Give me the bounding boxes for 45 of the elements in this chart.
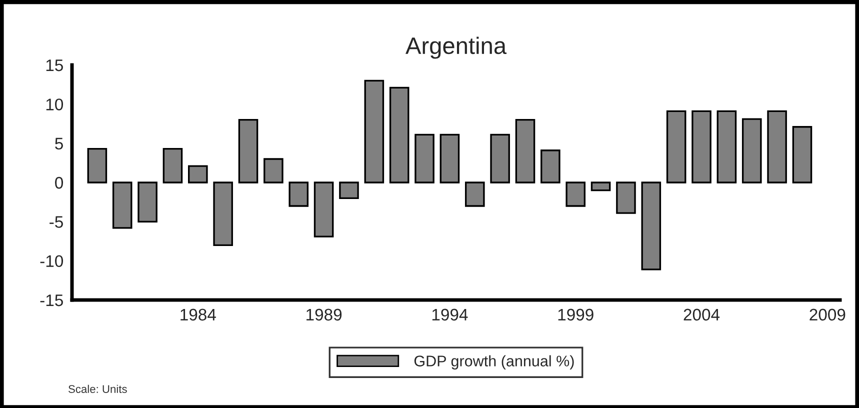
bar (515, 119, 536, 184)
bar (692, 110, 712, 184)
bar (742, 118, 762, 184)
bar (540, 150, 560, 184)
x-tick-label: 2009 (810, 308, 846, 321)
y-tick-label: -5 (50, 216, 63, 228)
bar (490, 134, 510, 184)
y-tick-label: 10 (46, 98, 64, 110)
chart-title: Argentina (406, 36, 507, 59)
bar (162, 148, 183, 184)
x-tick-label: 2004 (684, 308, 720, 321)
x-tick-label: 1989 (306, 308, 342, 321)
bar (414, 134, 434, 184)
y-tick-label: -10 (40, 255, 64, 268)
x-tick-label: 1984 (180, 308, 216, 321)
y-tick-label: 0 (55, 176, 64, 189)
bar (666, 110, 686, 184)
bar (389, 86, 410, 184)
bar (339, 182, 359, 199)
bar (590, 182, 611, 192)
bar (87, 148, 108, 184)
x-tick-label: 1999 (558, 308, 594, 321)
text: Scale: Units (68, 384, 127, 393)
bar (616, 182, 636, 214)
bar (716, 110, 737, 184)
bar (464, 182, 485, 207)
bar (213, 182, 233, 246)
bar (138, 182, 158, 222)
y-tick-label: 15 (46, 60, 63, 72)
bar (440, 134, 460, 184)
bar (792, 126, 812, 184)
x-tick-label: 1994 (432, 308, 468, 321)
bar (188, 165, 208, 184)
bar (641, 182, 662, 270)
bar (238, 119, 258, 184)
bar (364, 80, 384, 184)
bar (288, 182, 309, 207)
y-tick-label: -15 (40, 294, 63, 306)
bar (112, 182, 132, 229)
legend-label: GDP growth (annual %) (414, 355, 574, 370)
bar (314, 182, 334, 238)
bar (264, 158, 284, 184)
bar (566, 182, 586, 207)
bar (767, 110, 787, 184)
y-tick-label: 5 (55, 138, 63, 150)
